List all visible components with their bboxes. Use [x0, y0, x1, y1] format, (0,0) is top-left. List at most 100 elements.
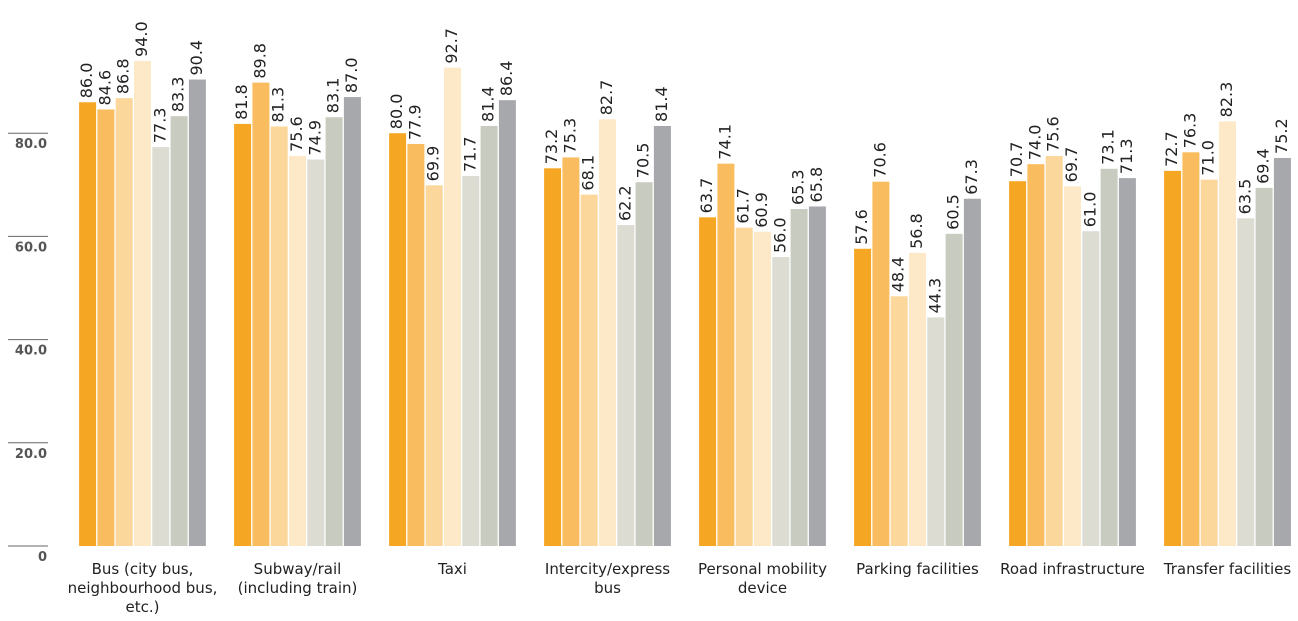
bar [653, 125, 671, 546]
value-label: 68.1 [579, 155, 598, 191]
value-label: 75.6 [287, 116, 306, 152]
bar [735, 227, 753, 547]
bar [909, 252, 926, 547]
value-label: 60.5 [944, 194, 963, 230]
value-label: 65.8 [807, 167, 826, 203]
value-label: 48.4 [889, 257, 908, 293]
value-label: 83.3 [169, 77, 188, 113]
value-label: 70.7 [1007, 142, 1026, 178]
y-tick-label: 0 [38, 550, 47, 565]
value-label: 75.2 [1272, 118, 1291, 154]
value-label: 81.4 [652, 86, 671, 122]
bar [580, 194, 598, 546]
x-tick-label: Road infrastructure [1000, 560, 1145, 578]
bar [1273, 157, 1291, 546]
bar [307, 159, 325, 547]
bar [97, 109, 115, 547]
bar [407, 144, 425, 546]
value-label: 76.3 [1180, 113, 1199, 149]
bar [790, 209, 808, 546]
bar [699, 217, 717, 547]
value-label: 73.1 [1099, 129, 1118, 165]
value-label: 82.7 [597, 80, 616, 116]
bar [480, 125, 498, 546]
value-label: 77.3 [150, 108, 169, 144]
value-label: 92.7 [442, 28, 461, 64]
bar [1219, 121, 1236, 546]
bar [717, 163, 735, 547]
bar [562, 157, 580, 546]
y-tick-label: 60.0 [15, 240, 47, 255]
value-label: 84.6 [95, 70, 114, 106]
value-label: 90.4 [187, 40, 206, 76]
bar [1045, 155, 1063, 547]
bar [462, 176, 480, 546]
value-label: 94.0 [132, 21, 151, 57]
bar [1064, 186, 1081, 546]
x-tick-label: Transfer facilities [1163, 560, 1292, 578]
value-label: 75.6 [1044, 116, 1063, 152]
value-label: 74.0 [1025, 125, 1044, 161]
value-label: 56.8 [907, 213, 926, 249]
value-label: 69.4 [1254, 148, 1273, 184]
value-label: 67.3 [962, 159, 981, 195]
bar [115, 98, 133, 546]
value-label: 81.4 [479, 86, 498, 122]
value-label: 60.9 [752, 192, 771, 228]
bar [927, 317, 945, 546]
value-label: 74.1 [715, 124, 734, 160]
bar [1200, 179, 1218, 546]
value-label: 73.2 [542, 129, 561, 165]
value-label: 86.8 [114, 58, 133, 94]
bar [963, 198, 981, 546]
bar [617, 225, 635, 546]
bar [1237, 218, 1255, 546]
bar [134, 60, 151, 547]
value-label: 81.8 [232, 84, 251, 120]
value-label: 70.5 [634, 143, 653, 179]
value-label: 69.9 [424, 146, 443, 182]
bar [1082, 231, 1100, 547]
value-label: 74.9 [305, 120, 324, 156]
y-tick-label: 40.0 [15, 344, 47, 359]
value-label: 44.3 [925, 278, 944, 314]
value-label: 71.3 [1117, 138, 1136, 174]
bar [79, 102, 97, 547]
value-label: 63.7 [697, 178, 716, 214]
bar [252, 82, 270, 546]
bar [444, 67, 461, 546]
bar [1100, 168, 1118, 546]
value-label: 81.3 [269, 87, 288, 123]
value-label: 71.7 [460, 136, 479, 172]
value-label: 70.6 [870, 142, 889, 178]
bar [872, 181, 890, 547]
bar [188, 79, 206, 546]
bar [599, 119, 616, 546]
value-label: 89.8 [250, 43, 269, 79]
bar [635, 182, 653, 546]
bar [890, 296, 908, 546]
bar [325, 117, 343, 546]
bar [808, 206, 826, 547]
bar [945, 233, 963, 546]
value-label: 56.0 [770, 217, 789, 253]
x-tick-label: Parking facilities [856, 560, 979, 578]
bar [1118, 178, 1136, 547]
value-label: 57.6 [852, 209, 871, 245]
value-label: 71.0 [1199, 140, 1218, 176]
value-label: 82.3 [1217, 82, 1236, 118]
value-label: 75.3 [560, 118, 579, 154]
x-tick-label: Taxi [438, 560, 467, 578]
value-label: 61.0 [1080, 192, 1099, 228]
x-tick-label: Intercity/express bus [544, 560, 671, 597]
bar [152, 147, 170, 546]
bar [1027, 164, 1045, 546]
bar [1255, 187, 1273, 546]
value-label: 80.0 [387, 94, 406, 130]
bar [425, 185, 443, 547]
bar [498, 100, 516, 547]
x-tick-label: Bus (city bus, neighbourhood bus, etc.) [67, 560, 218, 616]
bar [1182, 152, 1200, 547]
